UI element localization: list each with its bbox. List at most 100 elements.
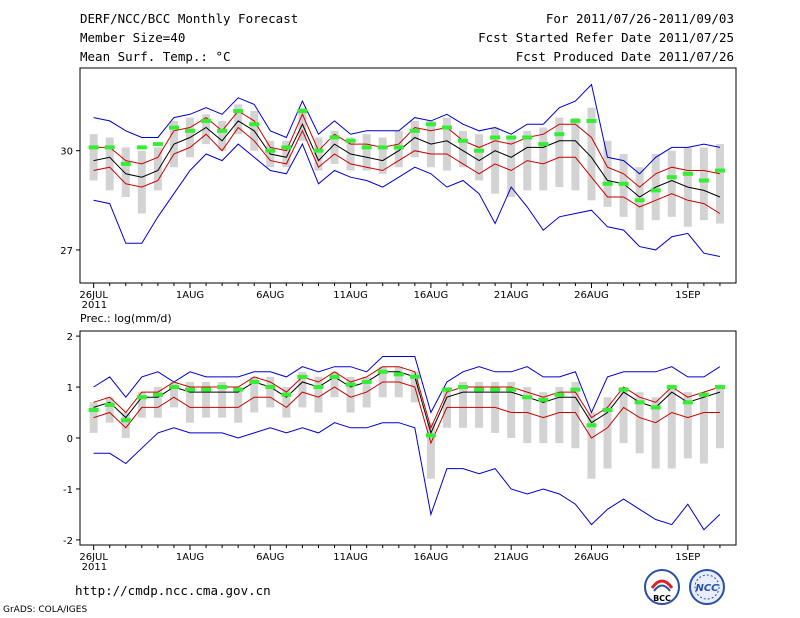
bcc-logo-text: BCC <box>653 594 671 603</box>
prec-box <box>555 387 564 444</box>
temp-median-mark <box>88 145 99 150</box>
prec-median-mark <box>217 385 228 390</box>
prec-median-mark <box>698 392 709 397</box>
source-url[interactable]: http://cmdp.ncc.cma.gov.cn <box>75 583 271 598</box>
fcst-start-date: Fcst Started Refer Date 2011/07/25 <box>478 30 734 45</box>
variable-label: Mean Surf. Temp.: °C <box>80 49 231 64</box>
prec-median-mark <box>345 382 356 387</box>
prec-line-upper <box>93 366 721 430</box>
temp-median-mark <box>458 138 469 143</box>
prec-box <box>105 397 114 423</box>
temp-median-mark <box>698 178 709 183</box>
ncc-logo-text: NCC <box>695 583 719 594</box>
prec-median-mark <box>393 372 404 377</box>
prec-box <box>651 397 660 469</box>
temp-median-mark <box>104 145 115 150</box>
temp-median-mark <box>136 145 147 150</box>
prec-median-mark <box>168 385 179 390</box>
temp-box <box>121 147 130 197</box>
prec-median-mark <box>570 387 581 392</box>
prec-box <box>218 381 227 418</box>
temp-median-mark <box>249 122 260 127</box>
temp-median-mark <box>152 142 163 147</box>
prec-median-mark <box>281 392 292 397</box>
temp-xtick-label: 11AUG <box>333 290 368 301</box>
temp-box <box>539 127 548 191</box>
prec-box <box>330 371 339 398</box>
temp-median-mark <box>345 138 356 143</box>
temp-box <box>442 117 451 171</box>
temp-median-mark <box>490 135 501 140</box>
prec-box <box>169 381 178 408</box>
temp-median-mark <box>217 128 228 133</box>
temp-xtick-label: 1SEP <box>675 290 700 301</box>
temp-median-mark <box>650 188 661 193</box>
prec-box <box>683 392 692 459</box>
prec-xtick-label: 21AUG <box>494 552 529 563</box>
prec-median-mark <box>297 374 308 379</box>
temp-box <box>89 134 98 181</box>
temp-median-mark <box>120 161 131 166</box>
temp-median-mark <box>393 145 404 150</box>
prec-xtick-label: 6AUG <box>256 552 284 563</box>
prec-line-lower <box>93 381 720 445</box>
prec-box <box>523 387 532 444</box>
temp-median-mark <box>297 109 308 113</box>
temp-box <box>330 130 339 164</box>
temp-median-mark <box>281 145 292 150</box>
prec-median-mark <box>554 392 565 397</box>
prec-median-mark <box>634 400 645 405</box>
temp-median-mark <box>474 148 485 153</box>
prec-line-min <box>93 422 721 531</box>
temp-median-mark <box>570 118 581 123</box>
temp-median-mark <box>265 148 276 153</box>
temp-median-mark <box>361 145 372 150</box>
temp-line-min <box>93 142 721 257</box>
temp-box <box>314 137 323 171</box>
prec-median-mark <box>120 418 131 423</box>
ncc-logo: NCC <box>689 569 725 605</box>
prec-box <box>635 392 644 454</box>
temp-box <box>603 140 612 207</box>
temp-ytick-label: 27 <box>60 246 73 257</box>
prec-median-mark <box>136 395 147 400</box>
temp-year-label: 2011 <box>82 300 107 311</box>
temp-box <box>362 134 371 171</box>
prec-box <box>603 397 612 469</box>
prec-ytick-label: 1 <box>67 383 73 394</box>
precip-variable-label: Prec.: log(mm/d) <box>80 312 172 325</box>
temp-box <box>475 134 484 181</box>
prec-median-mark <box>602 407 613 412</box>
prec-box <box>137 392 146 418</box>
temp-median-mark <box>409 128 420 133</box>
temp-median-mark <box>506 135 517 140</box>
prec-xtick-label: 26JUL <box>79 552 108 563</box>
prec-median-mark <box>682 400 693 405</box>
prec-ytick-label: 0 <box>67 434 73 445</box>
prec-xtick-label: 1AUG <box>176 552 204 563</box>
temp-median-mark <box>586 118 597 123</box>
temp-panel: 27 30 26JUL 1AUG 6AUG 11AUG 16AUG 21AUG 26AUG 1SE… <box>60 67 737 311</box>
temp-line-max <box>93 83 721 175</box>
prec-box <box>426 422 435 479</box>
prec-median-mark <box>201 387 212 392</box>
prec-median-mark <box>409 374 420 379</box>
prec-box <box>186 381 195 423</box>
prec-box <box>121 412 130 438</box>
temp-median-mark <box>634 198 645 203</box>
temp-box <box>555 117 564 188</box>
temp-box <box>715 144 724 224</box>
prec-xtick-label: 16AUG <box>414 552 449 563</box>
temp-xtick-label: 26AUG <box>574 290 609 301</box>
temp-box <box>378 137 387 174</box>
temp-median-mark <box>666 175 677 180</box>
temp-ytick-label: 30 <box>60 147 73 158</box>
temp-box <box>667 150 676 217</box>
temp-median-mark <box>168 125 179 130</box>
temp-box <box>234 104 243 135</box>
temp-box <box>218 120 227 151</box>
prec-median-mark <box>586 423 597 428</box>
prec-box <box>153 387 162 418</box>
temp-box <box>282 140 291 168</box>
prec-line-mean <box>93 371 721 435</box>
